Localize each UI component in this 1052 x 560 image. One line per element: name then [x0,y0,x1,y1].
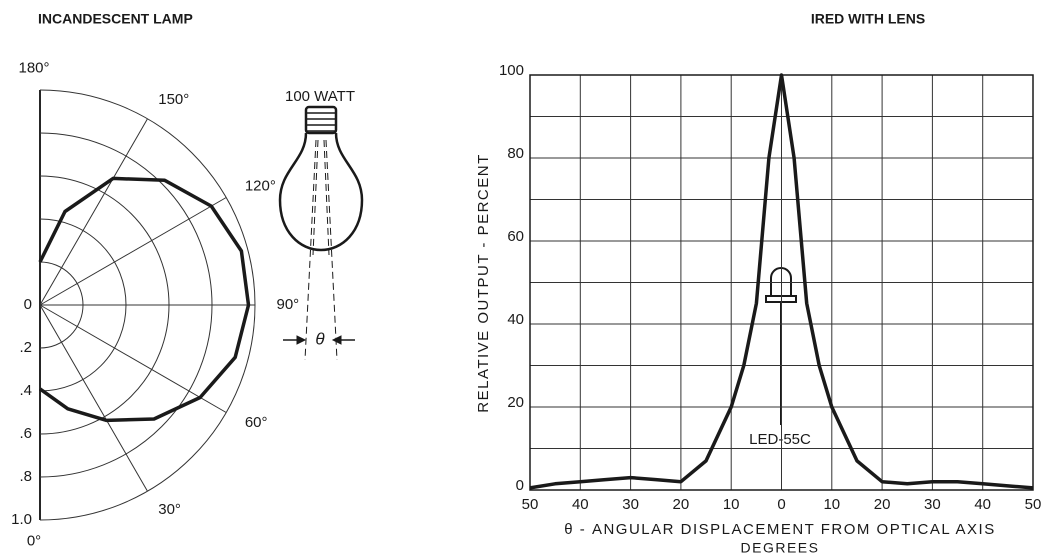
r-tick-label: .4 [19,382,32,399]
grid-spoke [40,119,148,305]
grid-spoke [40,198,226,306]
x-tick-label: 50 [1025,496,1042,513]
theta-tick-label: 60° [245,414,268,431]
r-tick-label: .2 [19,339,32,356]
bulb-illustration [280,107,362,360]
y-tick-label: 80 [507,145,524,162]
page: INCANDESCENT LAMP IRED WITH LENS 100 WAT… [0,0,1052,560]
x-tick-label: 40 [572,496,589,513]
annotation: θ [315,329,325,348]
y-tick-label: 60 [507,228,524,245]
grid-spoke [40,305,148,491]
y-axis-label: RELATIVE OUTPUT - PERCENT [475,153,492,412]
x-axis-label: θ - ANGULAR DISPLACEMENT FROM OPTICAL AX… [564,521,995,538]
theta-tick-label: 30° [158,501,181,518]
theta-tick-label: 90° [277,296,300,313]
x-tick-label: 10 [823,496,840,513]
y-tick-label: 40 [507,311,524,328]
y-tick-label: 0 [516,477,524,494]
theta-tick-label: 120° [245,178,276,195]
r-tick-label: 0 [24,296,32,313]
y-tick-label: 20 [507,394,524,411]
x-tick-label: 40 [974,496,991,513]
x-tick-label: 30 [622,496,639,513]
theta-tick-label: 150° [158,91,189,108]
annotation: LED-55C [749,431,811,448]
r-tick-label: .6 [19,425,32,442]
chart-title: INCANDESCENT LAMP [38,11,193,27]
annotation: 100 WATT [285,88,355,105]
x-axis-label: DEGREES [741,540,820,556]
theta-tick-label: 0° [27,532,41,549]
x-tick-label: 20 [874,496,891,513]
x-tick-label: 10 [723,496,740,513]
x-tick-label: 20 [673,496,690,513]
x-tick-label: 0 [777,496,785,513]
theta-tick-label: 180° [18,59,49,76]
polar-curve [40,178,249,420]
chart-title: IRED WITH LENS [811,11,925,27]
x-tick-label: 50 [522,496,539,513]
grid-spoke [40,305,226,413]
r-tick-label: .8 [19,468,32,485]
r-tick-label: 1.0 [11,511,32,528]
y-tick-label: 100 [499,62,524,79]
x-tick-label: 30 [924,496,941,513]
